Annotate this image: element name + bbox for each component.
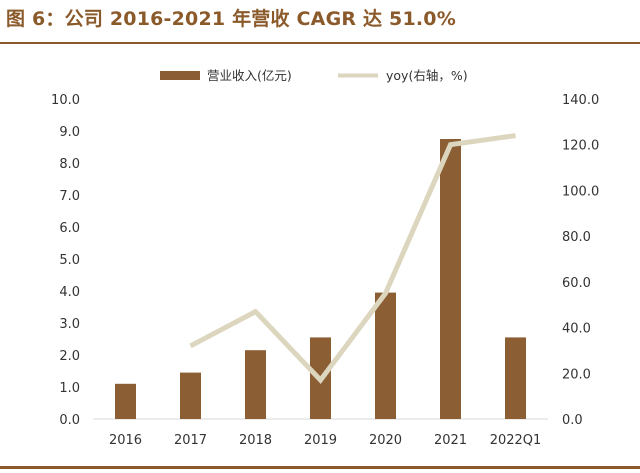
- x-tick-label: 2018: [239, 433, 272, 448]
- x-tick-label: 2019: [304, 433, 337, 448]
- left-tick-label: 5.0: [59, 253, 80, 268]
- left-tick-label: 4.0: [59, 285, 80, 300]
- left-tick-label: 0.0: [59, 413, 80, 428]
- right-tick-label: 140.0: [562, 93, 599, 108]
- revenue-bar: [375, 292, 396, 419]
- x-tick-label: 2021: [434, 433, 467, 448]
- right-tick-label: 120.0: [562, 139, 599, 154]
- chart-legend: 营业收入(亿元) yoy(右轴，%): [160, 68, 468, 83]
- right-tick-label: 0.0: [562, 413, 583, 428]
- legend-bar-label: 营业收入(亿元): [207, 68, 292, 83]
- x-tick-label: 2016: [109, 433, 142, 448]
- right-tick-label: 20.0: [562, 367, 591, 382]
- revenue-bar: [115, 383, 136, 419]
- right-tick-label: 40.0: [562, 322, 591, 337]
- left-tick-label: 8.0: [59, 157, 80, 172]
- yoy-line-layer: [189, 133, 516, 384]
- right-axis-ticks: 0.0 20.0 40.0 60.0 80.0 100.0 120.0 140.0: [562, 93, 599, 428]
- left-tick-label: 9.0: [59, 125, 80, 140]
- title-rule: [0, 42, 640, 44]
- revenue-bar: [245, 350, 266, 419]
- legend-bar-swatch: [160, 71, 200, 80]
- x-tick-label: 2020: [369, 433, 402, 448]
- revenue-bar: [440, 139, 461, 419]
- left-axis-ticks: 0.0 1.0 2.0 3.0 4.0 5.0 6.0 7.0 8.0 9.0 10.0: [51, 93, 80, 428]
- left-tick-label: 3.0: [59, 317, 80, 332]
- revenue-bar: [180, 372, 201, 419]
- left-tick-label: 2.0: [59, 349, 80, 364]
- left-tick-label: 7.0: [59, 189, 80, 204]
- revenue-bar: [505, 337, 526, 419]
- left-tick-label: 10.0: [51, 93, 80, 108]
- right-tick-label: 60.0: [562, 276, 591, 291]
- left-tick-label: 1.0: [59, 381, 80, 396]
- x-tick-label: 2022Q1: [490, 433, 542, 448]
- footer-rule: [0, 466, 640, 469]
- right-tick-label: 100.0: [562, 184, 599, 199]
- right-tick-label: 80.0: [562, 230, 591, 245]
- x-tick-label: 2017: [174, 433, 207, 448]
- yoy-line: [189, 133, 516, 384]
- x-axis-ticks: 2016 2017 2018 2019 2020 2021 2022Q1: [109, 433, 541, 448]
- left-tick-label: 6.0: [59, 221, 80, 236]
- legend-line-label: yoy(右轴，%): [386, 68, 468, 83]
- revenue-bars: [115, 139, 526, 419]
- figure-title: 图 6：公司 2016-2021 年营收 CAGR 达 51.0%: [6, 8, 456, 30]
